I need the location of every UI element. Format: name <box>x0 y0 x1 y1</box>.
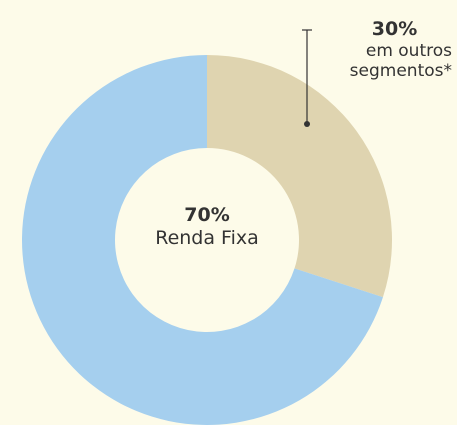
donut-slice <box>207 55 393 298</box>
value-label: 30% <box>371 18 418 40</box>
value-label: 70% <box>184 204 230 226</box>
category-label: Renda Fixa <box>155 226 259 249</box>
leader-dot <box>304 121 310 127</box>
donut-slice <box>22 54 383 425</box>
side-label: 30% em outros segmentos* <box>312 18 452 82</box>
slices <box>22 54 393 425</box>
category-label: em outros segmentos* <box>349 40 452 82</box>
center-label: 70% Renda Fixa <box>107 204 307 250</box>
